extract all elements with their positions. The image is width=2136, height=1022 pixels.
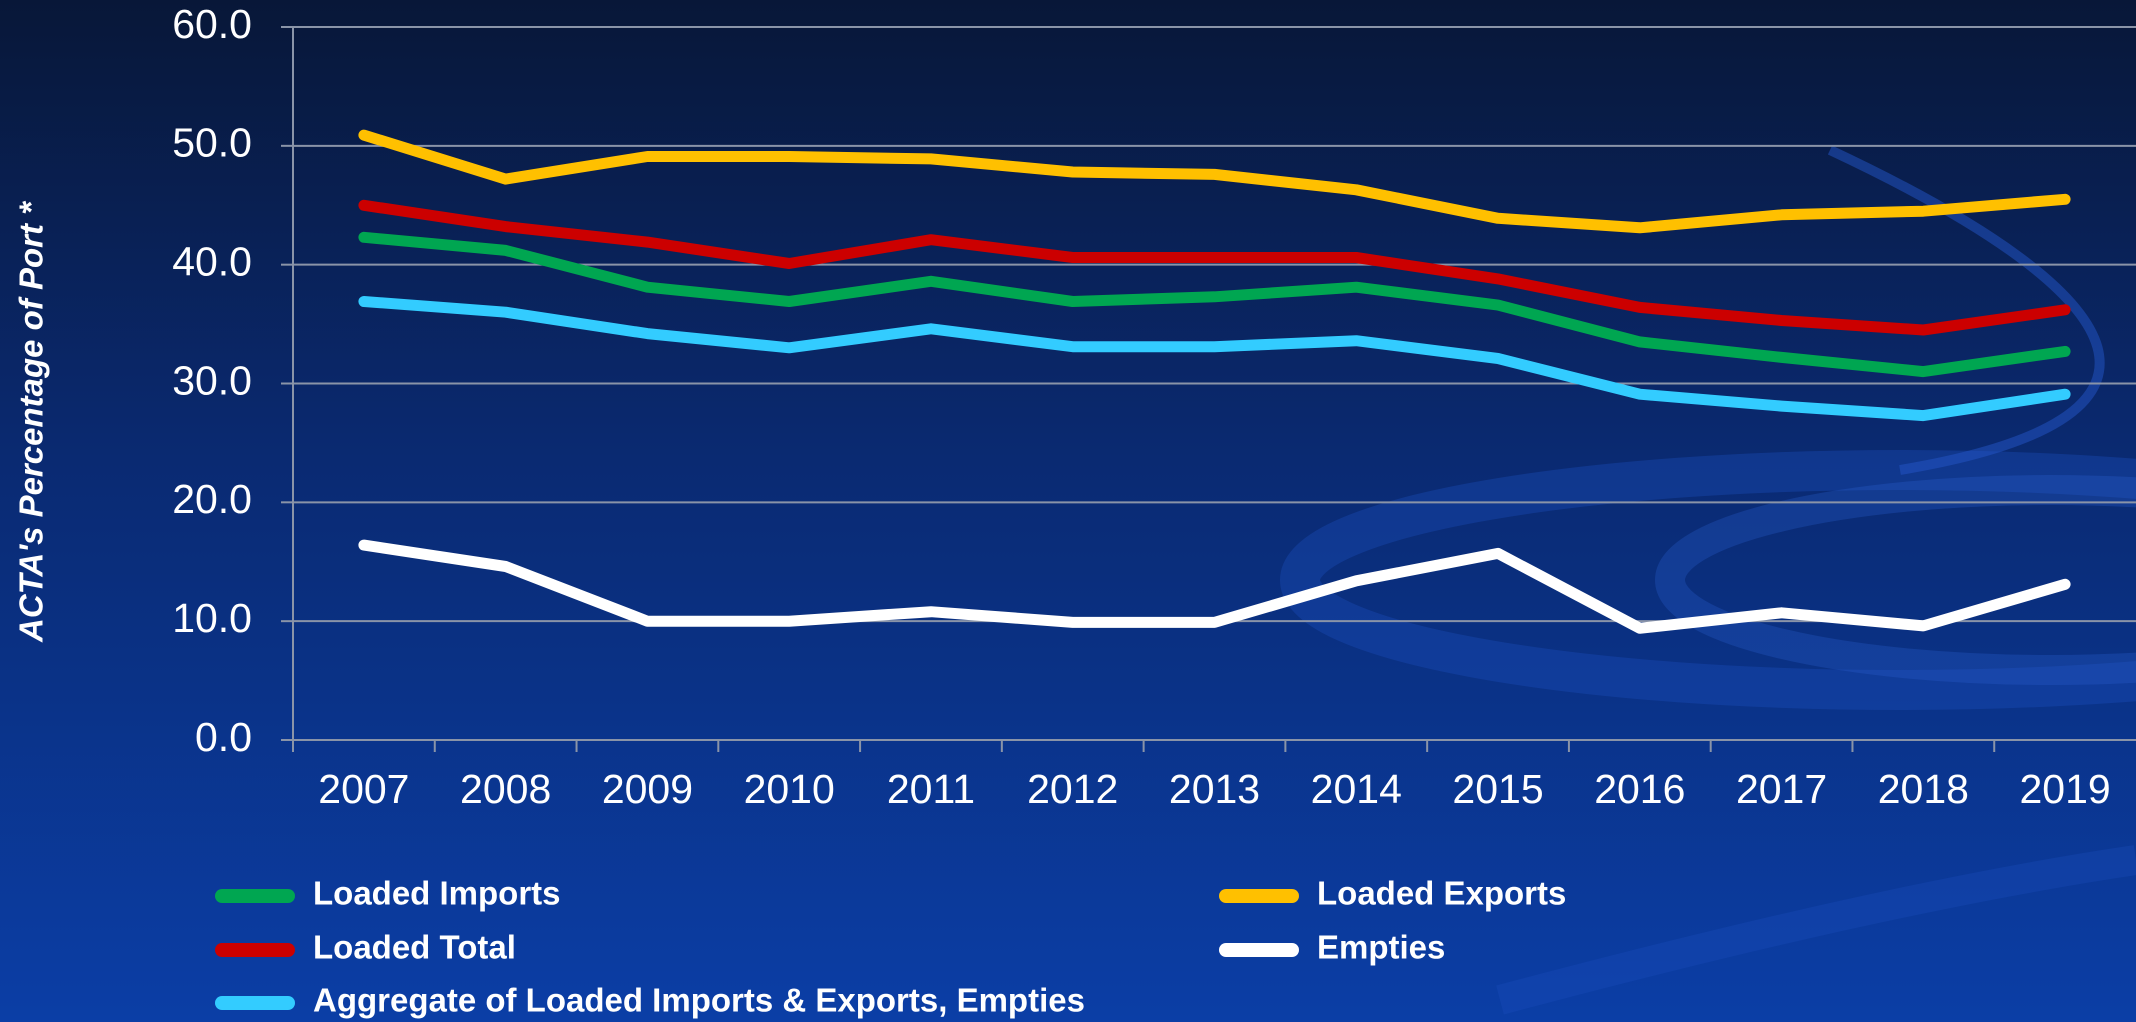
x-tick-label: 2008	[460, 766, 551, 812]
y-tick-label: 40.0	[172, 238, 252, 284]
x-tick-label: 2010	[744, 766, 835, 812]
legend-label: Loaded Total	[313, 929, 516, 966]
legend-label: Loaded Exports	[1317, 875, 1566, 912]
x-tick-label: 2009	[602, 766, 693, 812]
y-tick-label: 50.0	[172, 120, 252, 166]
legend-label: Loaded Imports	[313, 875, 561, 912]
x-tick-label: 2007	[318, 766, 409, 812]
chart: ACTA's Percentage of Port * 0.0 10.0 20.0 3…	[0, 0, 2136, 1022]
legend-label: Aggregate of Loaded Imports & Exports, E…	[313, 982, 1085, 1019]
x-tick-label: 2015	[1452, 766, 1543, 812]
x-tick-label: 2016	[1594, 766, 1685, 812]
y-tick-label: 30.0	[172, 357, 252, 403]
y-tick-label: 20.0	[172, 476, 252, 522]
y-tick-label: 60.0	[172, 1, 252, 47]
legend-label: Empties	[1317, 929, 1445, 966]
x-tick-label: 2011	[887, 766, 975, 812]
x-tick-label: 2019	[2020, 766, 2111, 812]
x-tick-label: 2014	[1311, 766, 1402, 812]
x-tick-label: 2018	[1878, 766, 1969, 812]
y-axis-title: ACTA's Percentage of Port *	[13, 200, 50, 643]
y-tick-label: 0.0	[195, 714, 252, 760]
x-tick-label: 2012	[1027, 766, 1118, 812]
y-tick-label: 10.0	[172, 595, 252, 641]
x-tick-label: 2013	[1169, 766, 1260, 812]
x-tick-label: 2017	[1736, 766, 1827, 812]
